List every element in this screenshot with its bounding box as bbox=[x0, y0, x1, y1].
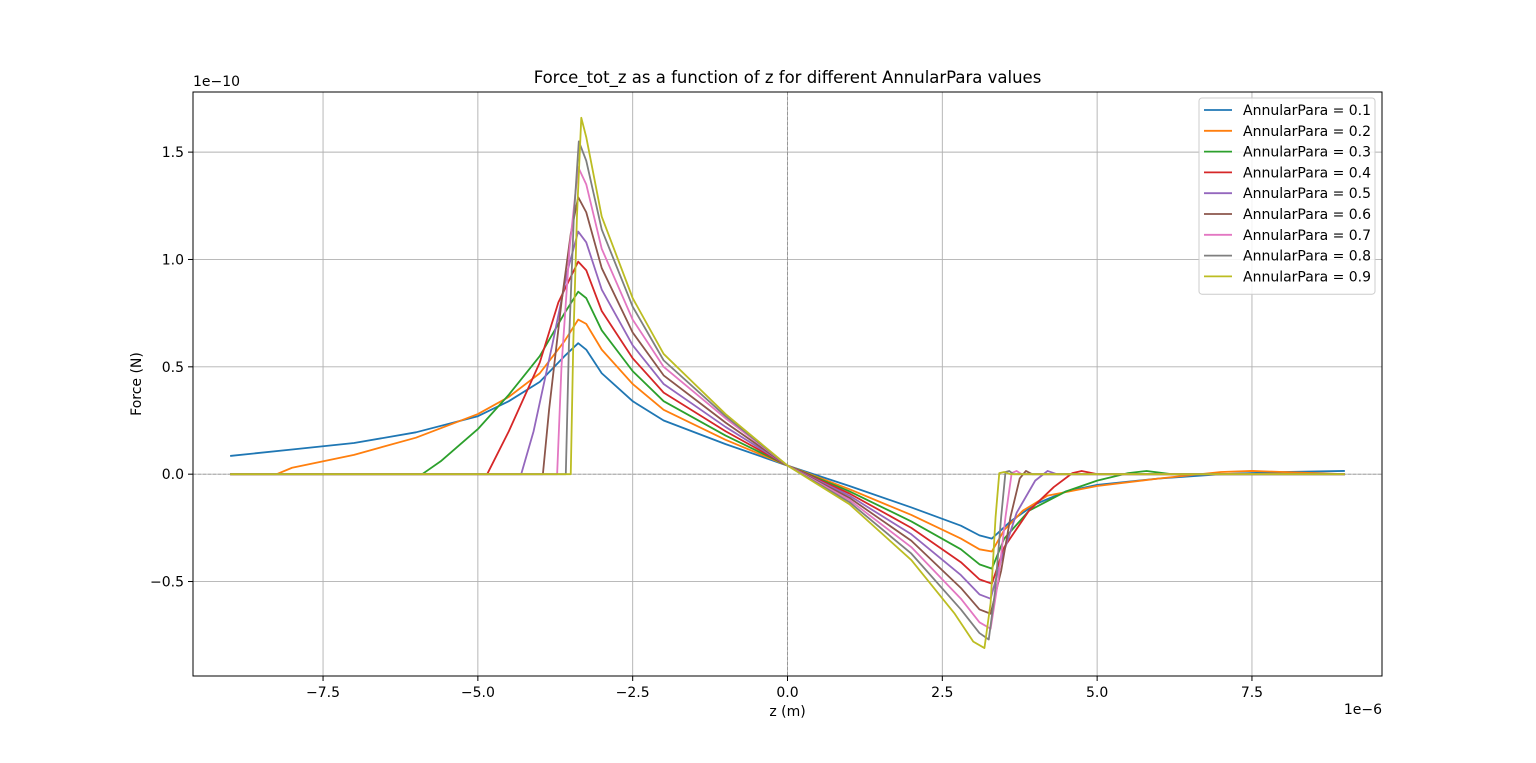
y-tick-label: 1.0 bbox=[162, 252, 184, 268]
series-layer bbox=[230, 116, 1345, 649]
x-tick-label: −2.5 bbox=[616, 685, 650, 701]
y-tick-label: −0.5 bbox=[150, 575, 184, 591]
legend-label: AnnularPara = 0.3 bbox=[1243, 145, 1371, 161]
series-line-8 bbox=[230, 140, 1345, 641]
legend-label: AnnularPara = 0.1 bbox=[1243, 103, 1371, 119]
x-axis-offset-text: 1e−6 bbox=[1344, 702, 1382, 718]
legend: AnnularPara = 0.1 AnnularPara = 0.2 Annula… bbox=[1198, 97, 1376, 295]
legend-label: AnnularPara = 0.4 bbox=[1243, 165, 1371, 181]
y-axis-offset-text: 1e−10 bbox=[193, 74, 240, 90]
series-line-4 bbox=[230, 260, 1345, 585]
x-axis-label: z (m) bbox=[769, 704, 805, 720]
legend-box bbox=[1198, 97, 1376, 295]
y-tick-label: 0.0 bbox=[162, 467, 184, 483]
legend-label: AnnularPara = 0.8 bbox=[1243, 249, 1371, 265]
series-line-2 bbox=[230, 318, 1345, 553]
legend-label: AnnularPara = 0.5 bbox=[1243, 186, 1371, 202]
series-line-9 bbox=[230, 116, 1345, 649]
x-tick-label: 2.5 bbox=[931, 685, 953, 701]
legend-label: AnnularPara = 0.2 bbox=[1243, 124, 1371, 140]
x-tick-label: 0.0 bbox=[776, 685, 798, 701]
x-tick-label: 5.0 bbox=[1086, 685, 1108, 701]
y-axis-ticks: −0.5 0.0 0.5 1.0 1.5 bbox=[150, 145, 193, 591]
legend-label: AnnularPara = 0.7 bbox=[1243, 228, 1371, 244]
y-tick-label: 1.5 bbox=[162, 145, 184, 161]
y-axis-label: Force (N) bbox=[129, 352, 145, 416]
x-tick-label: 7.5 bbox=[1241, 685, 1263, 701]
legend-label: AnnularPara = 0.9 bbox=[1243, 269, 1371, 285]
y-tick-label: 0.5 bbox=[162, 360, 184, 376]
x-tick-label: −5.0 bbox=[461, 685, 495, 701]
legend-label: AnnularPara = 0.6 bbox=[1243, 207, 1371, 223]
x-axis-ticks: −7.5 −5.0 −2.5 0.0 2.5 5.0 7.5 bbox=[306, 676, 1263, 701]
chart-title: Force_tot_z as a function of z for diffe… bbox=[534, 68, 1042, 88]
x-tick-label: −7.5 bbox=[306, 685, 340, 701]
